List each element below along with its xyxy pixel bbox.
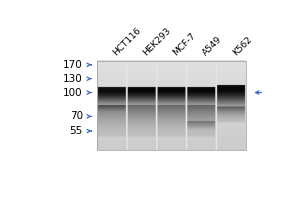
- Text: 170: 170: [63, 60, 83, 70]
- Text: K562: K562: [231, 35, 253, 58]
- Text: A549: A549: [201, 35, 224, 58]
- Text: 70: 70: [70, 111, 83, 121]
- Text: 100: 100: [63, 88, 83, 98]
- Text: MCF-7: MCF-7: [171, 32, 197, 58]
- Bar: [97, 61, 246, 150]
- Text: HEK293: HEK293: [141, 27, 173, 58]
- Text: 130: 130: [63, 74, 83, 84]
- Text: 55: 55: [70, 126, 83, 136]
- Text: HCT116: HCT116: [112, 26, 143, 58]
